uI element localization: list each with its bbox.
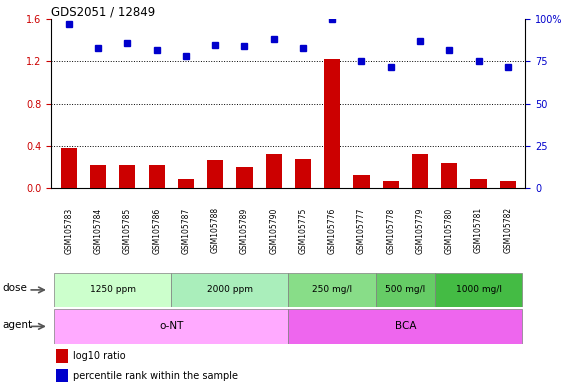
Bar [500, 181, 516, 188]
Text: GSM105788: GSM105788 [211, 207, 220, 253]
Text: GSM105777: GSM105777 [357, 207, 366, 253]
Bar [148, 165, 165, 188]
Text: GSM105789: GSM105789 [240, 207, 249, 253]
Text: dose: dose [3, 283, 27, 293]
Text: GSM105776: GSM105776 [328, 207, 337, 253]
Bar [54, 309, 288, 344]
Text: GSM105779: GSM105779 [416, 207, 424, 253]
Bar [207, 160, 223, 188]
Text: GSM105775: GSM105775 [299, 207, 307, 253]
Text: agent: agent [3, 319, 33, 330]
Text: GSM105787: GSM105787 [182, 207, 191, 253]
Text: GSM105780: GSM105780 [445, 207, 454, 253]
Text: percentile rank within the sample: percentile rank within the sample [73, 371, 238, 381]
Text: o-NT: o-NT [159, 321, 183, 331]
Bar [119, 165, 135, 188]
Text: GSM105784: GSM105784 [94, 207, 103, 253]
Bar [383, 181, 399, 188]
Text: 2000 ppm: 2000 ppm [207, 285, 253, 295]
Bar [90, 165, 106, 188]
Bar [266, 154, 282, 188]
Bar [295, 159, 311, 188]
Text: GSM105783: GSM105783 [65, 207, 74, 253]
Text: BCA: BCA [395, 321, 416, 331]
Bar [412, 154, 428, 188]
Bar [435, 273, 522, 307]
Text: GSM105785: GSM105785 [123, 207, 132, 253]
Bar [61, 148, 77, 188]
Bar [441, 163, 457, 188]
Text: log10 ratio: log10 ratio [73, 351, 126, 361]
Text: 1250 ppm: 1250 ppm [90, 285, 136, 295]
Bar [56, 369, 68, 382]
Bar [376, 273, 435, 307]
Text: GSM105781: GSM105781 [474, 207, 483, 253]
Text: GSM105782: GSM105782 [503, 207, 512, 253]
Bar [288, 309, 522, 344]
Text: 1000 mg/l: 1000 mg/l [456, 285, 501, 295]
Text: 250 mg/l: 250 mg/l [312, 285, 352, 295]
Text: GSM105790: GSM105790 [270, 207, 278, 253]
Text: GSM105778: GSM105778 [386, 207, 395, 253]
Bar [178, 179, 194, 188]
Text: 500 mg/l: 500 mg/l [385, 285, 425, 295]
Text: GSM105786: GSM105786 [152, 207, 161, 253]
Text: GDS2051 / 12849: GDS2051 / 12849 [51, 5, 156, 18]
Bar [288, 273, 376, 307]
Bar [171, 273, 288, 307]
Bar [56, 349, 68, 363]
Bar [324, 60, 340, 188]
Bar [471, 179, 486, 188]
Bar [236, 167, 252, 188]
Bar [353, 175, 369, 188]
Bar [54, 273, 171, 307]
